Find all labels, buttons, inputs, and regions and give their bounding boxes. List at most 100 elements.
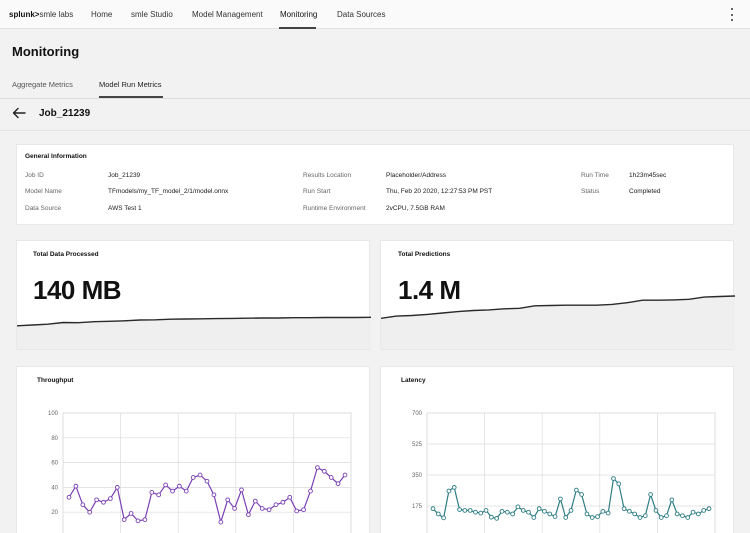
data-point (135, 518, 141, 524)
data-point (246, 512, 251, 518)
total-predictions-value: 1.4 M (398, 275, 461, 305)
data-point (211, 492, 217, 498)
job-id-label: Job ID (25, 172, 44, 179)
data-point (648, 492, 653, 497)
tab-aggregate-metrics[interactable]: Aggregate Metrics (12, 80, 73, 89)
data-point (473, 509, 478, 515)
data-point (621, 506, 627, 512)
data-point (658, 515, 664, 520)
data-point (499, 508, 505, 514)
divider (0, 130, 750, 131)
data-point (579, 492, 584, 497)
data-point (142, 517, 148, 522)
data-point (101, 499, 106, 505)
runtime-environment-label: Runtime Environment (303, 205, 366, 212)
data-point (462, 508, 468, 513)
total-data-processed-card: Total Data Processed 140 MB (16, 240, 371, 350)
data-point (197, 472, 203, 478)
data-point (183, 488, 189, 494)
data-point (701, 508, 707, 513)
data-point (563, 515, 569, 520)
data-point (685, 515, 691, 520)
y-tick-label: 525 (412, 442, 423, 448)
data-point (478, 510, 484, 516)
more-options-icon[interactable] (728, 8, 736, 21)
data-point (170, 488, 175, 494)
nav-item-home[interactable]: Home (91, 10, 113, 19)
data-point (483, 508, 489, 513)
data-point (642, 513, 648, 519)
data-point (627, 508, 632, 514)
data-processed-trend-line (17, 316, 371, 327)
data-source-value: AWS Test 1 (108, 205, 142, 212)
job-title: Job_21239 (39, 108, 91, 119)
data-point (321, 468, 327, 474)
data-point (696, 511, 701, 517)
series-line (68, 466, 346, 525)
data-point (605, 510, 611, 516)
data-point (315, 465, 320, 470)
active-tab-indicator (99, 96, 163, 98)
data-point (632, 511, 638, 517)
data-point (87, 509, 93, 515)
data-point (558, 496, 563, 502)
total-data-processed-value: 140 MB (33, 275, 122, 305)
data-point (451, 485, 457, 490)
page-title: Monitoring (12, 44, 80, 59)
model-name-value: TFmodels/my_TF_model_2/1/model.onnx (108, 188, 229, 195)
data-point (595, 514, 600, 519)
data-point (328, 475, 334, 480)
data-point (664, 513, 669, 519)
data-point (308, 488, 313, 494)
y-tick-label: 20 (51, 510, 58, 516)
y-tick-label: 100 (48, 411, 59, 417)
data-point (552, 514, 558, 519)
nav-item-data-sources[interactable]: Data Sources (337, 10, 386, 19)
data-point (80, 502, 86, 508)
tab-model-run-metrics[interactable]: Model Run Metrics (99, 80, 162, 89)
data-point (584, 511, 590, 517)
data-point (669, 497, 675, 503)
data-point (690, 509, 696, 515)
data-point (204, 478, 210, 484)
data-point (342, 472, 348, 478)
data-point (611, 476, 616, 481)
runtime-environment-value: 2vCPU, 7.5GB RAM (386, 205, 445, 212)
throughput-chart: 020406080100 (48, 411, 352, 533)
data-point (536, 506, 542, 512)
data-point (568, 508, 574, 513)
nav-item-smle-studio[interactable]: smle Studio (131, 10, 173, 19)
data-point (680, 513, 685, 519)
data-point (515, 504, 521, 510)
card-title: Latency (401, 377, 426, 384)
data-point (526, 509, 531, 515)
data-point (114, 485, 120, 490)
data-point (287, 494, 293, 500)
data-point (239, 487, 244, 493)
results-location-value: Placeholder/Address (386, 172, 446, 179)
splunk-logo[interactable]: splunk>smle labs (9, 10, 74, 19)
data-processed-trend-area (17, 317, 371, 349)
data-point (121, 517, 127, 522)
nav-item-monitoring[interactable]: Monitoring (280, 10, 318, 19)
data-point (66, 494, 72, 500)
data-point (301, 507, 306, 513)
y-tick-label: 175 (412, 504, 423, 510)
latency-card: Latency 0175350525700 (380, 366, 734, 533)
back-arrow-icon[interactable] (12, 107, 26, 119)
data-point (149, 490, 155, 495)
model-name-label: Model Name (25, 188, 62, 195)
data-point (294, 508, 300, 514)
data-point (589, 515, 595, 520)
data-point (232, 506, 237, 511)
data-point (177, 483, 182, 489)
plot-border (426, 412, 716, 533)
nav-item-model-management[interactable]: Model Management (192, 10, 263, 19)
data-point (259, 506, 265, 511)
card-title: General Information (25, 153, 87, 160)
data-point (108, 496, 113, 501)
run-time-value: 1h23m45sec (629, 172, 667, 179)
data-point (542, 508, 547, 514)
data-point (94, 497, 99, 503)
divider (0, 98, 750, 99)
